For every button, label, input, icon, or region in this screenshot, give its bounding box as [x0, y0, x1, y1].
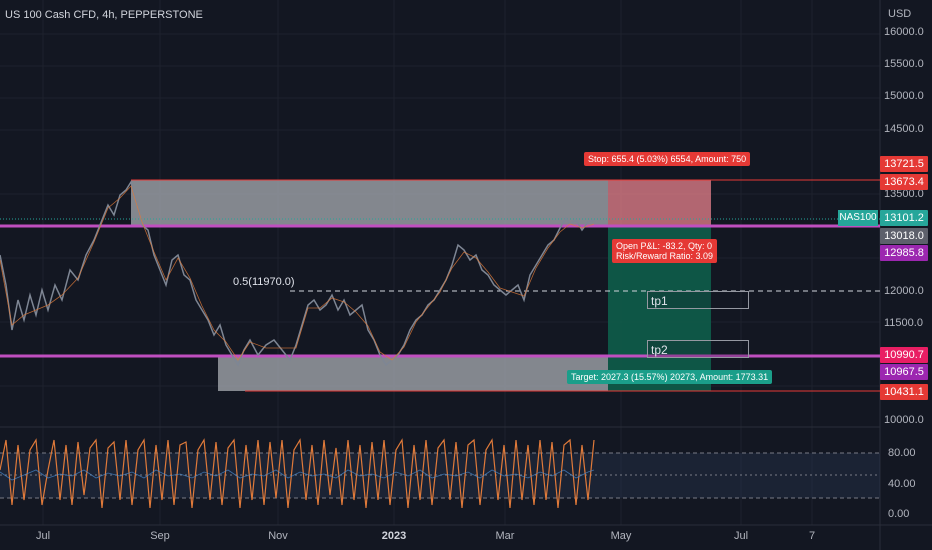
price-tick: 13500.0 [884, 188, 924, 200]
range-box-top [131, 180, 608, 225]
tp2-box[interactable]: tp2 [647, 340, 749, 358]
oscillator-k [0, 438, 595, 509]
stop-zone [608, 180, 711, 225]
oscillator-d [0, 469, 595, 481]
time-tick: Sep [150, 530, 170, 542]
price-badge-stop-line: 13673.4 [880, 174, 928, 190]
time-tick: 7 [808, 530, 816, 542]
price-tick: 15000.0 [884, 90, 924, 102]
price-badge-support: 10990.7 [880, 347, 928, 363]
time-tick: Mar [495, 530, 515, 542]
oscillator-tick: 80.00 [888, 447, 916, 459]
target-label[interactable]: Target: 2027.3 (15.57%) 20273, Amount: 1… [567, 370, 773, 384]
price-tick: 15500.0 [884, 58, 924, 70]
price-badge-entry: 13018.0 [880, 228, 928, 244]
pnl-text: Open P&L: -83.2, Qty: 0 [616, 241, 713, 251]
chart-title: US 100 Cash CFD, 4h, PEPPERSTONE [5, 9, 203, 21]
stop-label[interactable]: Stop: 655.4 (5.03%) 6554, Amount: 750 [584, 152, 751, 166]
oscillator-tick: 40.00 [888, 478, 916, 490]
risk-reward-text: Risk/Reward Ratio: 3.09 [616, 251, 714, 261]
range-box-bottom [218, 357, 608, 391]
tp1-box[interactable]: tp1 [647, 291, 749, 309]
oscillator-panel [0, 438, 880, 509]
price-tick: 12000.0 [884, 285, 924, 297]
oscillator-tick: 0.00 [888, 508, 910, 520]
pnl-label[interactable]: Open P&L: -83.2, Qty: 0 Risk/Reward Rati… [612, 239, 718, 263]
price-tick: 16000.0 [884, 26, 924, 38]
price-series [0, 180, 595, 367]
time-tick-year: 2023 [381, 530, 407, 542]
last-price-badge: 13101.2 [880, 210, 928, 226]
currency-label: USD [888, 8, 912, 20]
time-tick: Nov [268, 530, 288, 542]
fib-label[interactable]: 0.5(11970.0) [233, 276, 295, 288]
price-tick: 11500.0 [884, 317, 923, 329]
price-badge-stop: 13721.5 [880, 156, 928, 172]
time-tick: Jul [35, 530, 51, 542]
price-badge-target: 10431.1 [880, 384, 928, 400]
price-tick: 14500.0 [884, 123, 924, 135]
price-badge-support-2: 10967.5 [880, 364, 928, 380]
price-series-overlay [0, 185, 595, 361]
time-tick: May [610, 530, 632, 542]
price-tick: 10000.0 [884, 414, 924, 426]
price-badge-resistance: 12985.8 [880, 245, 928, 261]
time-tick: Jul [733, 530, 749, 542]
symbol-badge: NAS100 [838, 210, 878, 226]
